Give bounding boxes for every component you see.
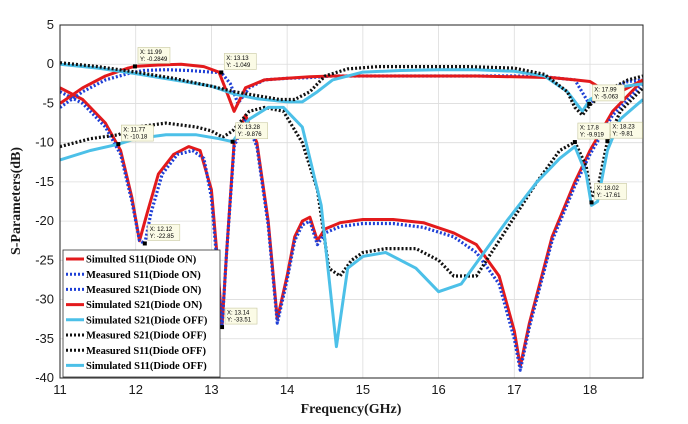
y-tick-label: -40 [35,370,54,385]
y-tick-label: -5 [42,95,54,110]
datatip-marker [116,142,121,147]
x-tick-label: 18 [583,382,597,397]
series-line-8 [60,98,643,349]
datatip: X: 17.99Y: -5.063 [587,84,625,106]
series-line-2 [60,82,643,372]
legend: Simulted S11(Diode ON) Measured S11(Diode… [62,249,221,378]
datatip-y-label: Y: -5.063 [594,94,619,100]
datatip: X: 13.14Y: -33.51 [220,307,258,330]
x-tick-label: 14 [280,382,294,397]
datatip: X: 13.28Y: -9.876 [230,122,268,144]
datatip-marker [220,325,225,330]
datatip-x-label: X: 13.28 [238,125,261,131]
y-tick-label: -20 [35,213,54,228]
datatip-y-label: Y: -17.61 [597,193,622,199]
datatip-marker [572,140,577,145]
legend-label: Measured S11(Diode OFF) [86,346,206,357]
datatip-y-label: Y: -10.18 [123,135,148,141]
datatip-box [235,122,268,140]
datatip-box [223,53,257,70]
datatip-box [137,47,171,64]
datatip-marker [587,101,592,106]
legend-label: Simulated S21(Diode OFF) [86,315,208,326]
datatip-marker [132,64,137,69]
x-tick-label: 12 [128,382,142,397]
datatips: X: 11.99Y: -0.2849 X: 13.13Y: -1.049 X: 11… [116,47,643,330]
datatip: X: 11.99Y: -0.2849 [132,47,171,69]
datatip-x-label: X: 18.02 [597,186,620,192]
datatip-box [121,124,154,142]
y-tick-label: -30 [35,292,54,307]
datatip-y-label: Y: -9.876 [238,132,263,138]
legend-label: Measured S11(Diode ON) [86,270,201,281]
datatip-y-label: Y: -1.049 [226,63,251,69]
datatip-x-label: X: 11.99 [140,50,163,56]
x-axis-title: Frequency(GHz) [301,402,402,417]
datatip-y-label: Y: -0.2849 [140,57,168,63]
legend-label: Simulted S11(Diode ON) [86,255,197,266]
datatip-y-label: Y: -9.919 [580,133,605,139]
datatip-marker [589,200,594,205]
datatip-box [147,224,181,241]
y-tick-label: 5 [47,17,54,32]
series-line-4 [60,62,643,113]
x-tick-label: 15 [356,382,370,397]
series-lines [60,61,643,372]
datatip-x-label: X: 17.8 [580,126,600,132]
datatip-y-label: Y: -9.81 [612,132,633,138]
y-tick-label: -35 [35,331,54,346]
y-tick-label: -10 [35,135,54,150]
datatip-marker [219,70,224,75]
datatip-box [577,122,611,140]
datatip-box [594,183,627,200]
datatip-x-label: X: 12.12 [150,227,173,233]
x-tick-label: 17 [507,382,521,397]
datatip-x-label: X: 13.13 [226,56,249,62]
series-line-6 [60,61,643,117]
x-tick-label: 16 [431,382,445,397]
datatip-marker [605,139,610,144]
y-tick-label: -25 [35,252,54,267]
plot-frame [59,24,644,379]
datatip: X: 17.8Y: -9.919 [572,122,611,145]
datatip-box [224,307,258,325]
datatip-x-label: X: 18.23 [612,125,635,131]
datatip-marker [230,139,235,144]
legend-label: Simulated S21(Diode ON) [86,300,203,311]
datatip: X: 11.77Y: -10.18 [116,124,154,147]
datatip-box [610,121,643,139]
y-tick-label: -15 [35,174,54,189]
datatip-x-label: X: 17.99 [594,87,617,93]
legend-label: Measured S21(Diode OFF) [86,331,207,342]
datatip: X: 13.13Y: -1.049 [219,53,257,75]
datatip-marker [142,241,147,246]
datatip-x-label: X: 13.14 [227,311,250,317]
datatip-x-label: X: 11.77 [123,128,146,134]
datatip-box [591,84,625,102]
datatip: X: 12.12Y: -22.85 [142,224,181,246]
legend-label: Simulated S11(Diode OFF) [86,361,207,372]
x-tick-label: 11 [53,382,67,397]
datatip-y-label: Y: -22.85 [150,234,175,240]
y-axis-title: S-Parameters(dB) [9,147,24,255]
legend-label: Measured S21(Diode ON) [86,285,202,296]
x-tick-label: 13 [204,382,218,397]
legend-box [62,249,221,378]
datatip-y-label: Y: -33.51 [227,318,252,324]
axis-ticks: 11 12 13 14 15 16 17 18 5 0 -5 -10 -15 -20 -25 -30 -35 -4… [35,17,597,397]
datatip: X: 18.23Y: -9.81 [605,121,643,144]
series-line-7 [60,86,643,278]
y-tick-label: 0 [47,56,54,71]
datatip: X: 18.02Y: -17.61 [589,183,627,205]
